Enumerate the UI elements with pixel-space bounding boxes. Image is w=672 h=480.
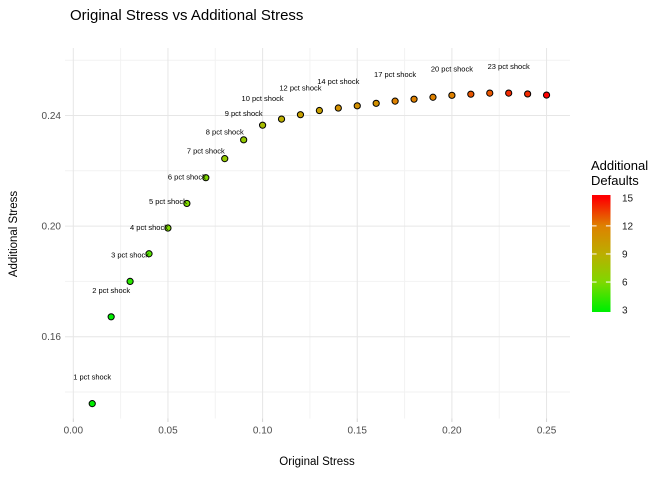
- data-point: [334, 104, 342, 112]
- data-point: [202, 174, 210, 182]
- point-label: 7 pct shock: [187, 147, 225, 156]
- y-tick-label: 0.16: [42, 332, 62, 343]
- point-label: 10 pct shock: [242, 94, 284, 103]
- x-tick-label: 0.20: [442, 426, 462, 437]
- data-point: [88, 400, 96, 408]
- legend-bar-tick: [605, 281, 611, 283]
- legend-tick-label: 9: [622, 249, 628, 260]
- legend-colorbar: [592, 195, 611, 312]
- data-point: [353, 102, 361, 110]
- data-point: [183, 199, 191, 208]
- y-tick-label: 0.20: [42, 222, 62, 233]
- point-label: 1 pct shock: [73, 373, 111, 382]
- x-tick-label: 0.15: [348, 426, 368, 437]
- data-point: [145, 250, 153, 258]
- x-tick-labels: 0.00 0.05 0.10 0.15 0.20 0.25: [64, 426, 557, 437]
- point-labels: 1 pct shock 2 pct shock 3 pct shock 4 pct s…: [73, 62, 530, 382]
- point-label: 8 pct shock: [206, 128, 244, 137]
- data-point: [372, 99, 380, 107]
- data-point: [296, 111, 305, 119]
- point-label: 2 pct shock: [92, 286, 130, 295]
- y-axis-title: Additional Stress: [8, 190, 20, 278]
- x-axis-title: Original Stress: [279, 456, 355, 468]
- point-label: 6 pct shock: [168, 172, 206, 181]
- point-label: 5 pct shock: [149, 197, 187, 206]
- data-point: [259, 121, 267, 129]
- legend-bar-tick: [605, 253, 611, 255]
- data-point: [486, 89, 494, 97]
- legend-tick-labels: 15 12 9 6 3: [622, 193, 634, 316]
- data-point: [391, 97, 399, 105]
- data-point: [221, 155, 229, 163]
- point-label: 3 pct shock: [111, 250, 149, 259]
- x-tick-label: 0.25: [537, 426, 557, 437]
- legend-title-line2: Defaults: [591, 172, 639, 188]
- point-label: 14 pct shock: [317, 77, 359, 86]
- data-point: [126, 277, 134, 285]
- data-point: [448, 91, 456, 99]
- legend-bar-tick: [605, 225, 611, 227]
- data-point: [524, 90, 532, 98]
- point-label: 17 pct shock: [374, 70, 416, 79]
- data-point: [505, 89, 513, 97]
- point-label: 20 pct shock: [431, 64, 473, 73]
- data-point: [542, 91, 551, 99]
- y-tick-labels: 0.16 0.20 0.24: [42, 111, 62, 343]
- legend-tick-label: 15: [622, 193, 634, 204]
- legend-tick-label: 6: [622, 278, 628, 289]
- point-label: 12 pct shock: [279, 84, 321, 93]
- legend-title: Additional Defaults: [591, 158, 649, 188]
- point-label: 4 pct shock: [130, 223, 168, 232]
- data-point: [429, 93, 437, 101]
- data-point: [467, 90, 475, 98]
- axis-ticks: [72, 418, 548, 422]
- x-tick-label: 0.05: [158, 426, 178, 437]
- data-point: [315, 106, 323, 115]
- point-label: 23 pct shock: [488, 62, 530, 71]
- legend-tick-label: 3: [622, 306, 628, 317]
- data-point: [240, 136, 248, 144]
- legend-bar-tick: [592, 253, 597, 255]
- y-tick-label: 0.24: [42, 111, 62, 122]
- legend-gradient-bar: [592, 195, 611, 312]
- x-tick-label: 0.10: [253, 426, 273, 437]
- legend-title-line1: Additional: [591, 158, 649, 173]
- legend-bar-tick: [592, 281, 597, 283]
- legend-tick-label: 12: [622, 221, 634, 232]
- gridlines: [65, 48, 570, 419]
- legend-bar-tick: [592, 225, 597, 227]
- data-point: [410, 95, 418, 103]
- x-tick-label: 0.00: [64, 426, 84, 437]
- data-point: [164, 224, 172, 232]
- chart-title: Original Stress vs Additional Stress: [70, 7, 304, 24]
- data-points: [88, 89, 551, 408]
- point-label: 9 pct shock: [225, 109, 263, 118]
- data-point: [277, 115, 286, 123]
- data-point: [107, 313, 115, 321]
